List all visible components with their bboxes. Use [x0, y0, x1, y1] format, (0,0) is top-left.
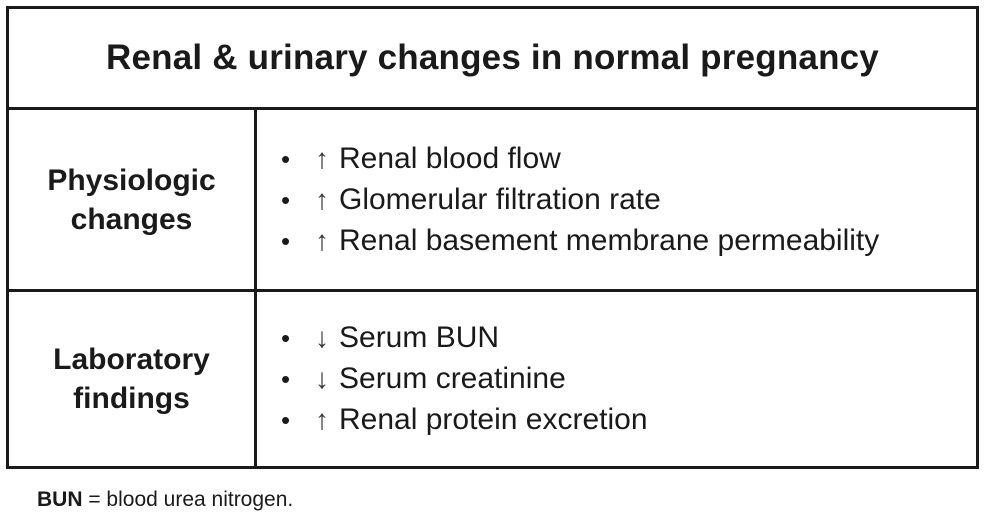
list-item: • ↑ Glomerular filtration rate — [281, 179, 976, 220]
row-label-line: Laboratory — [53, 343, 210, 376]
list-item: • ↓ Serum BUN — [281, 318, 976, 359]
list-item-text: Glomerular filtration rate — [339, 182, 661, 216]
table-title-row: Renal & urinary changes in normal pregna… — [9, 9, 976, 110]
footnote-abbr: BUN — [37, 488, 83, 511]
row-label-physiologic: Physiologic changes — [9, 110, 257, 289]
list-item: • ↑ Renal basement membrane permeability — [281, 220, 976, 261]
bullet-icon: • — [281, 143, 291, 174]
list-item-text: Renal basement membrane permeability — [339, 223, 880, 257]
list-item: • ↓ Serum creatinine — [281, 359, 976, 400]
bullet-icon: • — [281, 364, 291, 394]
row-label-line: findings — [73, 382, 190, 415]
row-content-laboratory: • ↓ Serum BUN • ↓ Serum creatinine • ↑ R… — [257, 292, 976, 466]
arrow-up-icon: ↑ — [315, 142, 329, 174]
arrow-down-icon: ↓ — [315, 322, 329, 353]
row-label-line: Physiologic — [47, 163, 216, 197]
row-label-laboratory: Laboratory findings — [9, 292, 257, 466]
summary-table: Renal & urinary changes in normal pregna… — [6, 6, 979, 469]
arrow-down-icon: ↓ — [315, 363, 329, 394]
row-content-physiologic: • ↑ Renal blood flow • ↑ Glomerular filt… — [257, 110, 976, 289]
table-row-physiologic: Physiologic changes • ↑ Renal blood flow… — [9, 110, 976, 292]
list-item: • ↑ Renal protein excretion — [281, 400, 976, 441]
bullet-icon: • — [281, 405, 291, 435]
footnote: BUN = blood urea nitrogen. — [37, 488, 293, 512]
list-item-text: Renal protein excretion — [339, 403, 648, 436]
row-label-line: changes — [70, 202, 193, 236]
arrow-up-icon: ↑ — [315, 224, 329, 256]
list-item: • ↑ Renal blood flow — [281, 138, 976, 179]
list-item-text: Serum BUN — [339, 321, 500, 354]
table-row-laboratory: Laboratory findings • ↓ Serum BUN • ↓ Se… — [9, 292, 976, 466]
table-title: Renal & urinary changes in normal pregna… — [106, 38, 879, 77]
arrow-up-icon: ↑ — [315, 183, 329, 215]
footnote-definition: = blood urea nitrogen. — [82, 488, 294, 511]
list-item-text: Renal blood flow — [339, 141, 561, 175]
bullet-icon: • — [281, 184, 291, 215]
bullet-icon: • — [281, 323, 291, 353]
bullet-icon: • — [281, 225, 291, 256]
list-item-text: Serum creatinine — [339, 362, 566, 395]
arrow-up-icon: ↑ — [315, 404, 329, 435]
